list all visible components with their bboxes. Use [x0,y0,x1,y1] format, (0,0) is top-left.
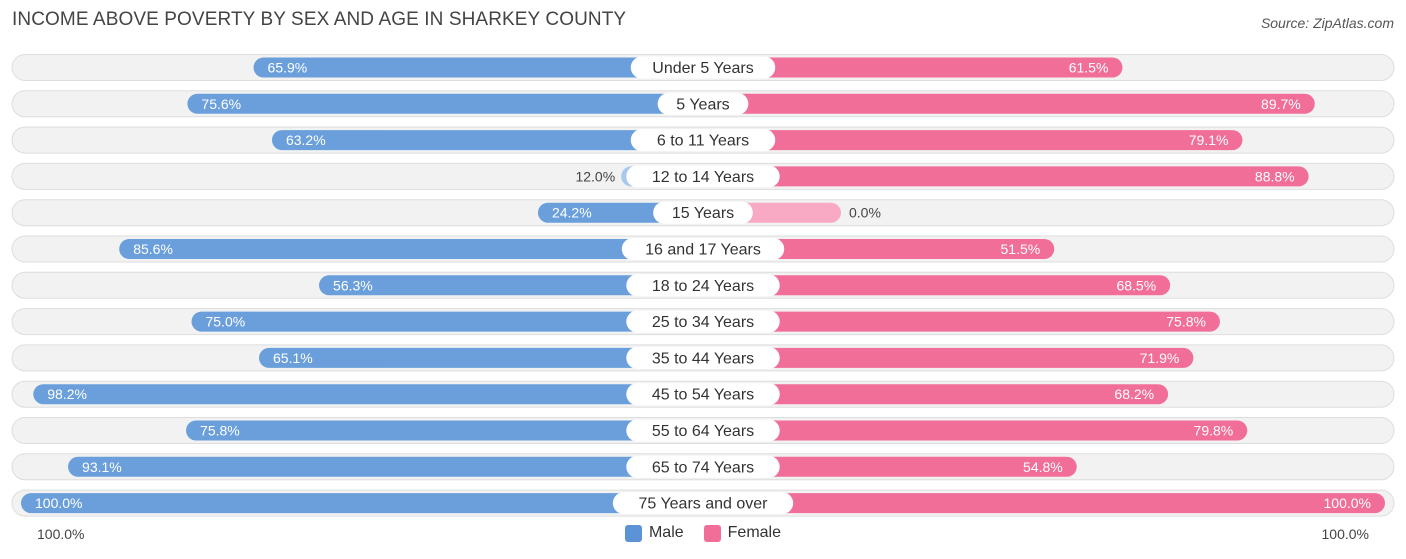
male-value-label: 100.0% [35,495,82,511]
category-pill [626,274,780,297]
female-bar[interactable] [703,420,1248,441]
male-bar[interactable] [259,347,703,368]
female-value-label: 100.0% [1324,495,1371,511]
female-value-label: 68.5% [1116,277,1156,293]
category-label: 6 to 11 Years [657,133,749,150]
chart-title: INCOME ABOVE POVERTY BY SEX AND AGE IN S… [12,9,627,30]
category-pill [626,419,780,442]
male-value-label: 12.0% [575,168,615,184]
male-bar[interactable] [319,275,703,296]
category-pill [653,201,753,224]
female-swatch [703,524,721,542]
category-label: 35 to 44 Years [652,350,754,367]
legend-item-female[interactable]: Female [703,524,782,542]
female-bar[interactable] [703,57,1123,78]
male-bar[interactable] [271,130,703,151]
category-pill [626,165,780,188]
source-label: Source: ZipAtlas.com [1260,15,1394,31]
male-value-label: 24.2% [552,205,592,221]
category-label: Under 5 Years [652,60,753,77]
category-pill [612,492,794,515]
male-bar[interactable] [253,57,703,78]
male-value-label: 63.2% [286,132,326,148]
legend-male-label: Male [648,524,684,541]
category-label: 16 and 17 Years [645,242,761,259]
category-pill [626,383,780,406]
female-value-label: 51.5% [1001,241,1041,257]
axis-left-label: 100.0% [37,526,85,542]
male-bar[interactable] [187,93,703,114]
male-bar[interactable] [68,456,704,477]
legend-item-male[interactable]: Male [624,524,684,542]
male-bar[interactable] [21,493,703,514]
female-value-label: 79.1% [1189,132,1229,148]
female-value-label: 68.2% [1114,386,1154,402]
category-label: 25 to 34 Years [652,314,754,331]
female-bar[interactable] [703,130,1243,151]
female-bar[interactable] [703,275,1171,296]
female-bar[interactable] [703,347,1194,368]
category-label: 65 to 74 Years [652,459,754,476]
female-bar[interactable] [703,166,1309,187]
female-bar[interactable] [703,93,1315,114]
female-value-label: 0.0% [849,205,881,221]
category-label: 45 to 54 Years [652,387,754,404]
category-label: 15 Years [672,205,734,222]
female-bar[interactable] [703,239,1055,259]
male-value-label: 93.1% [82,459,122,475]
legend-female-label: Female [727,524,782,541]
female-value-label: 54.8% [1023,459,1063,475]
female-bar[interactable] [703,493,1385,514]
female-value-label: 61.5% [1069,60,1109,76]
male-bar[interactable] [191,311,704,332]
female-value-label: 89.7% [1261,96,1301,112]
female-value-label: 88.8% [1255,168,1295,184]
category-pill [626,455,780,478]
male-bar[interactable] [33,384,703,405]
male-value-label: 75.8% [200,423,240,439]
category-label: 75 Years and over [639,496,769,513]
female-value-label: 75.8% [1166,314,1206,330]
male-value-label: 75.0% [206,314,246,330]
female-bar[interactable] [703,311,1220,332]
category-pill [621,238,785,260]
category-pill [626,346,780,369]
male-value-label: 75.6% [201,96,241,112]
male-value-label: 56.3% [333,277,373,293]
male-bar[interactable] [119,239,703,259]
male-value-label: 98.2% [47,386,87,402]
category-label: 55 to 64 Years [652,423,754,440]
female-bar[interactable] [703,456,1077,477]
male-swatch [624,524,642,542]
female-bar[interactable] [703,384,1169,405]
male-value-label: 65.9% [268,60,308,76]
axis-right-label: 100.0% [1321,526,1369,542]
category-pill [626,310,780,333]
legend: Male Female [0,524,1406,542]
female-value-label: 71.9% [1140,350,1180,366]
male-value-label: 65.1% [273,350,313,366]
category-pill [630,129,776,152]
category-pill [657,92,749,115]
female-value-label: 79.8% [1194,423,1234,439]
category-pill [630,56,776,79]
category-label: 5 Years [676,96,729,113]
male-value-label: 85.6% [133,241,173,257]
category-label: 18 to 24 Years [652,278,754,295]
chart: Under 5 Years 65.9% 61.5% 5 Years 75.6% 89.7%… [11,54,1395,517]
category-label: 12 to 14 Years [652,169,754,186]
male-bar[interactable] [186,420,703,441]
